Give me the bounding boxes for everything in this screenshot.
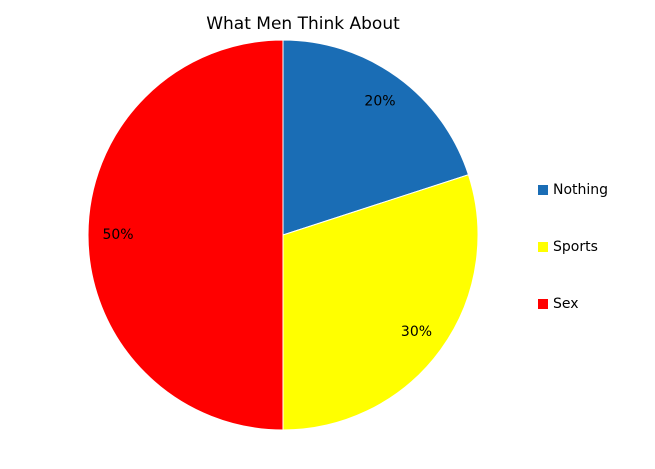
pie-slice	[282, 39, 470, 236]
pie-slice	[87, 39, 284, 431]
legend-swatch	[538, 299, 548, 309]
legend-swatch	[538, 185, 548, 195]
data-label: 50%	[102, 227, 133, 243]
data-label: 30%	[401, 324, 432, 340]
legend-swatch	[538, 242, 548, 252]
chart-title: What Men Think About	[206, 14, 400, 34]
legend-label: Sports	[553, 239, 598, 255]
pie-slice	[282, 174, 479, 431]
data-label: 20%	[364, 94, 395, 110]
legend-label: Nothing	[553, 182, 608, 198]
legend-label: Sex	[553, 296, 579, 312]
